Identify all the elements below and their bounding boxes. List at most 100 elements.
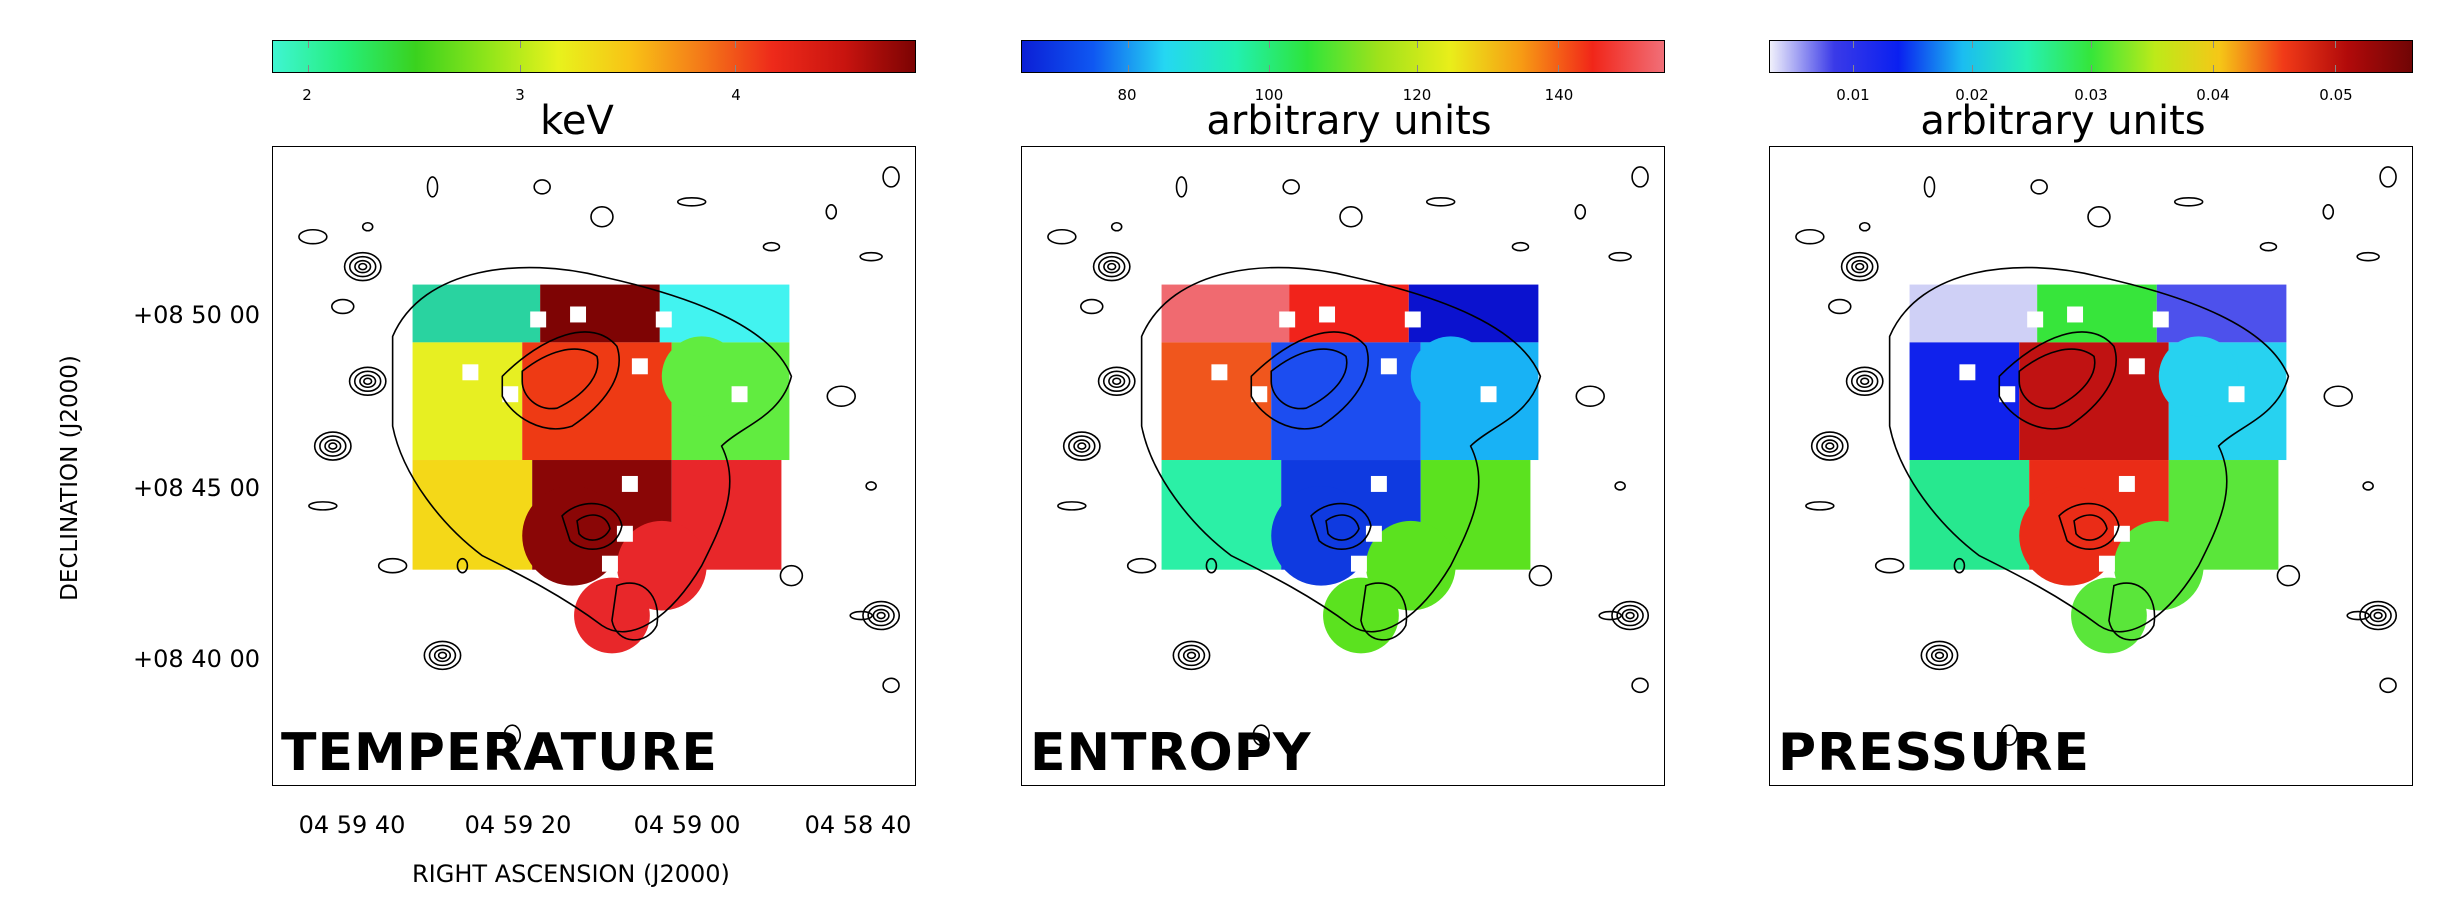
region-lobe <box>2113 520 2204 611</box>
contour-loop <box>331 298 355 315</box>
entropy-unit: arbitrary units <box>1206 98 1492 144</box>
masked-square <box>462 364 479 381</box>
y-tick-0: +08 50 00 <box>133 301 260 329</box>
point-source-contour <box>1077 442 1087 450</box>
contour-loop <box>1574 204 1587 220</box>
contour-loop <box>2346 610 2370 621</box>
masked-square <box>2098 555 2115 572</box>
contour-loop <box>1828 298 1852 315</box>
masked-square <box>1480 386 1497 403</box>
region-cell <box>1161 284 1290 343</box>
point-source-contour <box>1107 262 1117 271</box>
region-cell <box>2156 284 2287 343</box>
contour-loop <box>1339 206 1363 228</box>
pressure-colorbar <box>1769 40 2413 73</box>
contour-loop <box>1805 501 1835 511</box>
region-cells <box>412 284 790 654</box>
masked-square <box>502 386 519 403</box>
contour-line <box>1270 348 1348 410</box>
point-source-contour <box>1097 366 1136 397</box>
point-source-contour <box>1112 377 1122 386</box>
point-source-contour <box>1097 255 1126 278</box>
contour-line <box>1140 266 1542 633</box>
point-source-contour <box>343 251 382 282</box>
contour-loop <box>1528 564 1553 587</box>
contour-loop <box>1057 501 1087 511</box>
contour-loop <box>1080 298 1104 315</box>
point-source-contour <box>1825 442 1835 450</box>
point-source-contour <box>328 442 338 450</box>
region-cell <box>1289 284 1409 343</box>
point-source-contour <box>1920 640 1959 671</box>
contour-loop <box>2276 564 2301 587</box>
x-axis-label: RIGHT ASCENSION (J2000) <box>412 860 730 888</box>
y-axis-label: DECLINATION (J2000) <box>57 355 83 601</box>
contour-loop <box>2356 251 2380 262</box>
contours <box>1795 166 2398 746</box>
point-source-contour <box>428 644 457 667</box>
contour-loop <box>1575 385 1605 407</box>
point-source-contour <box>313 431 352 461</box>
region-cells <box>1909 284 2287 654</box>
masked-square <box>1251 386 1268 403</box>
point-source-contour <box>1172 640 1211 671</box>
contour-loop <box>2379 677 2397 694</box>
masked-sources <box>1959 306 2245 572</box>
pressure-colorbar-tickmark-1 <box>1972 65 1974 72</box>
point-source-contour <box>359 374 377 389</box>
temperature-colorbar-tickmark-0 <box>308 65 310 72</box>
masked-square <box>570 306 587 323</box>
contour-loop <box>503 724 522 746</box>
point-source-contour <box>1934 651 1945 660</box>
point-source-contour <box>2359 600 2398 631</box>
region-lobe <box>2019 485 2119 586</box>
region-cell <box>412 460 533 570</box>
point-source-contour <box>354 259 372 274</box>
point-source-contour <box>348 255 377 278</box>
contour-loop <box>456 557 469 574</box>
temperature-colorbar-tickmark-1 <box>520 41 522 48</box>
contour-loop <box>859 251 883 262</box>
contour-loop <box>1874 557 1905 574</box>
temperature-tick-0: 2 <box>302 86 312 104</box>
region-cell <box>659 284 790 343</box>
point-source-contour <box>1625 611 1635 620</box>
contour-loop <box>2259 241 2278 252</box>
entropy-colorbar-tickmark-2 <box>1416 41 1418 48</box>
masked-square <box>1380 358 1397 375</box>
pressure-colorbar-tickmark-4 <box>2334 65 2336 72</box>
point-source-contour <box>1851 259 1869 274</box>
contour-loop <box>361 221 374 232</box>
pressure-tick-1: 0.02 <box>1955 86 1989 104</box>
region-cell <box>1408 284 1539 343</box>
point-source-contour <box>1092 251 1131 282</box>
point-source-contour <box>1930 648 1949 663</box>
contour-loop <box>882 166 900 188</box>
pressure-colorbar-tickmark-0 <box>1853 41 1855 48</box>
region-lobe <box>616 520 707 611</box>
pressure-tick-0: 0.01 <box>1836 86 1870 104</box>
contour-line <box>2058 502 2120 550</box>
contour-loop <box>1425 197 1456 207</box>
point-source-contour <box>872 608 890 623</box>
masked-square <box>631 358 648 375</box>
point-source-contour <box>1845 366 1884 397</box>
pressure-tick-4: 0.05 <box>2319 86 2353 104</box>
point-source-contour <box>876 611 886 620</box>
masked-square <box>1959 364 1976 381</box>
temperature-panel-title: TEMPERATURE <box>281 723 718 783</box>
contour-line <box>1360 582 1408 641</box>
contour-line <box>391 266 793 633</box>
temperature-colorbar-tickmark-1 <box>520 65 522 72</box>
contour-loop <box>426 176 439 198</box>
point-source-contour <box>2364 604 2392 627</box>
entropy-colorbar <box>1021 40 1665 73</box>
entropy-colorbar-tickmark-0 <box>1127 65 1129 72</box>
point-source-contour <box>423 640 462 671</box>
point-source-contour <box>1186 651 1197 660</box>
point-source-contour <box>1810 431 1849 461</box>
contour-loop <box>1047 228 1077 245</box>
masked-square <box>2067 306 2084 323</box>
point-source-contour <box>437 651 448 660</box>
contour-line <box>501 331 620 430</box>
